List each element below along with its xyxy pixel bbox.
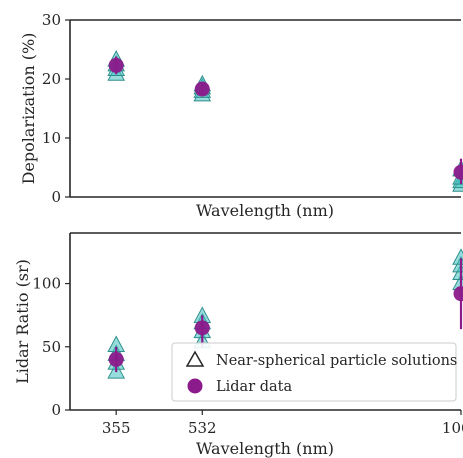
depolarization-lidar-point	[108, 57, 124, 73]
legend-box	[171, 342, 457, 402]
legend-label-near-spherical: Near-spherical particle solutions	[216, 353, 457, 369]
lidar-ratio-y-axis-title: Lidar Ratio (sr)	[13, 259, 32, 384]
lidar-ratio-x-ticks: 355 532 1064	[102, 410, 463, 437]
lidar-ratio-lidar-point	[453, 286, 463, 302]
lidar-ratio-panel: 0 50 100 355 532 1064 Wavelength (nm) Lidar …	[13, 232, 463, 458]
legend: Near-spherical particle solutions Lidar …	[171, 342, 457, 402]
lidar-ratio-lidar-point	[108, 351, 124, 367]
depolarization-y-tick-label: 30	[42, 11, 61, 29]
depolarization-lidar-point	[453, 164, 463, 180]
lidar-ratio-x-axis-title: Wavelength (nm)	[196, 439, 334, 458]
lidar-ratio-y-tick-label: 0	[51, 401, 61, 419]
depolarization-y-tick-label: 10	[42, 129, 61, 147]
depolarization-lidar-point	[194, 81, 210, 97]
lidar-ratio-y-tick-label: 50	[42, 338, 61, 356]
depolarization-y-ticks: 0 10 20 30	[42, 11, 70, 206]
depolarization-y-axis-title: Depolarization (%)	[19, 33, 38, 185]
depolarization-y-tick-label: 0	[51, 188, 61, 206]
legend-label-lidar-data: Lidar data	[216, 379, 292, 395]
legend-circle-marker	[187, 378, 203, 394]
depolarization-marks	[107, 50, 463, 192]
lidar-ratio-marks	[107, 248, 463, 379]
depolarization-y-tick-label: 20	[42, 70, 61, 88]
lidar-ratio-y-tick-label: 100	[32, 275, 61, 293]
lidar-ratio-x-tick-label: 532	[188, 419, 217, 437]
depolarization-panel: 0 10 20 30 Wavelength (nm) Depolarization (…	[19, 11, 463, 220]
lidar-ratio-x-tick-label: 1064	[442, 419, 463, 437]
legend-triangle-marker	[185, 350, 205, 367]
lidar-ratio-y-ticks: 0 50 100	[32, 275, 70, 419]
lidar-ratio-x-tick-label: 355	[102, 419, 131, 437]
depolarization-x-axis-title: Wavelength (nm)	[196, 201, 334, 220]
lidar-ratio-lidar-point	[194, 320, 210, 336]
